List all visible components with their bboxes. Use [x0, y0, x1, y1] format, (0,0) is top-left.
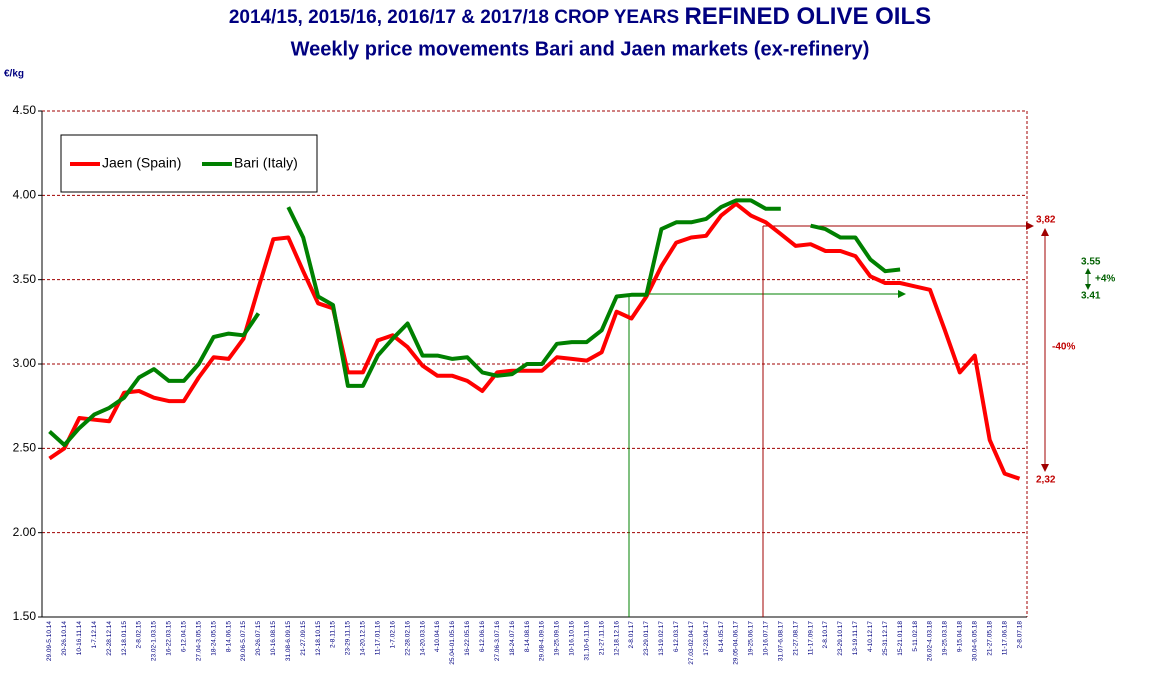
y-tick-label: 2.50: [13, 441, 37, 455]
x-tick-label: 29.08-4.09.16: [539, 621, 546, 662]
arrowhead: [1026, 222, 1034, 230]
x-tick-label: 18-24.07.16: [509, 621, 516, 656]
title-part: 2014/15, 2015/16, 2016/17 & 2017/18 CROP…: [229, 7, 685, 28]
x-tick-label: 1-7.02.16: [389, 621, 396, 649]
x-tick-label: 8-14.06.15: [225, 621, 232, 652]
y-tick-label: 4.00: [13, 188, 37, 202]
annotation: 3.41: [1081, 291, 1101, 302]
x-tick-label: 23-29.01.17: [643, 621, 650, 656]
x-tick-label: 25-31.12.17: [882, 621, 889, 656]
legend: Jaen (Spain) Bari (Italy): [60, 134, 318, 193]
x-tick-label: 14-20.03.16: [419, 621, 426, 656]
annotation: 2,32: [1036, 475, 1056, 486]
x-tick-label: 23-29.10.17: [837, 621, 844, 656]
x-tick-label: 4-10.12.17: [867, 621, 874, 652]
chart-title: 2014/15, 2015/16, 2016/17 & 2017/18 CROP…: [229, 3, 931, 30]
x-tick-label: 19-25.03.18: [942, 621, 949, 656]
x-tick-label: 27.06-3.07.16: [494, 621, 501, 662]
x-tick-label: 22-28.12.14: [106, 621, 113, 656]
y-tick-label: 3.00: [13, 356, 37, 370]
x-tick-label: 16-22.03.15: [166, 621, 173, 656]
x-tick-label: 23-29.11.15: [345, 621, 352, 656]
x-tick-label: 11-17.09.17: [807, 621, 814, 656]
annotation: 3.55: [1081, 257, 1101, 268]
y-axis-label: €/kg: [4, 69, 24, 80]
x-tick-label: 16-22.05.16: [464, 621, 471, 656]
x-tick-label: 21-27.09.15: [300, 621, 307, 656]
x-tick-label: 19-25.06.17: [748, 621, 755, 656]
x-tick-label: 10-16.10.16: [569, 621, 576, 656]
y-tick-label: 4.50: [13, 103, 37, 117]
x-tick-label: 6-12.06.16: [479, 621, 486, 652]
x-tick-label: 30.04-6.05.18: [971, 621, 978, 662]
x-tick-label: 11-17.06.18: [1001, 621, 1008, 656]
x-tick-label: 26.02-4.03.18: [927, 621, 934, 662]
x-tick-label: 13-19.02.17: [658, 621, 665, 656]
x-tick-label: 29.05-04.06.17: [733, 621, 740, 665]
x-tick-label: 27.04-3.05.15: [195, 621, 202, 662]
annotation: +4%: [1095, 274, 1115, 285]
x-tick-label: 31.08-6.09.15: [285, 621, 292, 662]
legend-label: Bari (Italy): [234, 155, 298, 171]
x-tick-label: 8-14.05.17: [718, 621, 725, 652]
x-tick-label: 2-8.01.17: [628, 621, 635, 649]
legend-label: Jaen (Spain): [102, 155, 181, 171]
x-tick-label: 2-8.07.18: [1016, 621, 1023, 649]
x-tick-label: 1-7.12.14: [91, 621, 98, 649]
title-part: REFINED OLIVE OILS: [684, 3, 931, 30]
x-tick-label: 21-27.08.17: [792, 621, 799, 656]
y-tick-label: 3.50: [13, 272, 37, 286]
x-tick-label: 2-8.10.17: [822, 621, 829, 649]
x-tick-label: 23.02-1.03.15: [151, 621, 158, 662]
x-tick-label: 27.03-02.04.17: [688, 621, 695, 665]
x-tick-label: 8-14.08.16: [524, 621, 531, 652]
y-tick-label: 1.50: [13, 609, 37, 623]
x-tick-label: 10-16.07.17: [763, 621, 770, 656]
arrowhead: [1085, 268, 1091, 290]
annotation: -40%: [1052, 342, 1075, 353]
x-tick-label: 11-17.01.16: [375, 621, 382, 656]
x-tick-label: 6-12.03.17: [673, 621, 680, 652]
series-line: [48, 201, 1021, 481]
annotation: 3,82: [1036, 215, 1056, 226]
x-tick-label: 25.04-01.05.16: [449, 621, 456, 665]
x-tick-label: 17-23.04.17: [703, 621, 710, 656]
x-tick-label: 29.09-5.10.14: [46, 621, 53, 662]
x-tick-label: 20-26.07.15: [255, 621, 262, 656]
x-tick-label: 21-27.11.16: [598, 621, 605, 656]
x-tick-label: 4-10.04.16: [434, 621, 441, 652]
subtitle: Weekly price movements Bari and Jaen mar…: [291, 38, 870, 60]
x-tick-label: 21-27.05.18: [986, 621, 993, 656]
legend-box: [60, 134, 318, 193]
series-line: [48, 198, 901, 447]
arrowhead: [898, 290, 906, 298]
x-tick-label: 2-8.11.15: [330, 621, 337, 648]
x-tick-label: 13-19.11.17: [852, 621, 859, 656]
x-tick-label: 6-12.04.15: [180, 621, 187, 652]
x-tick-label: 14-20.12.15: [360, 621, 367, 656]
x-tick-label: 19-25.09.16: [554, 621, 561, 656]
y-tick-label: 2.00: [13, 525, 37, 539]
x-tick-label: 10-16.11.14: [76, 621, 83, 656]
x-tick-label: 12-18.10.15: [315, 621, 322, 656]
x-tick-label: 20-26.10.14: [61, 621, 68, 656]
x-tick-label: 12-18.12.16: [613, 621, 620, 656]
x-tick-label: 29.06-5.07.15: [240, 621, 247, 662]
x-tick-label: 22-28.02.16: [404, 621, 411, 656]
x-tick-label: 2-8.02.15: [136, 621, 143, 649]
x-tick-label: 31.07-6.08.17: [777, 621, 784, 662]
x-tick-label: 9-15.04.18: [957, 621, 964, 652]
x-tick-label: 10-16.08.15: [270, 621, 277, 656]
x-tick-label: 12-18.01.15: [121, 621, 128, 656]
x-tick-label: 18-24.05.15: [210, 621, 217, 656]
x-tick-label: 15-21.01.18: [897, 621, 904, 656]
x-tick-label: 5-11.02.18: [912, 621, 919, 652]
x-tick-label: 31.10-6.11.16: [583, 621, 590, 661]
